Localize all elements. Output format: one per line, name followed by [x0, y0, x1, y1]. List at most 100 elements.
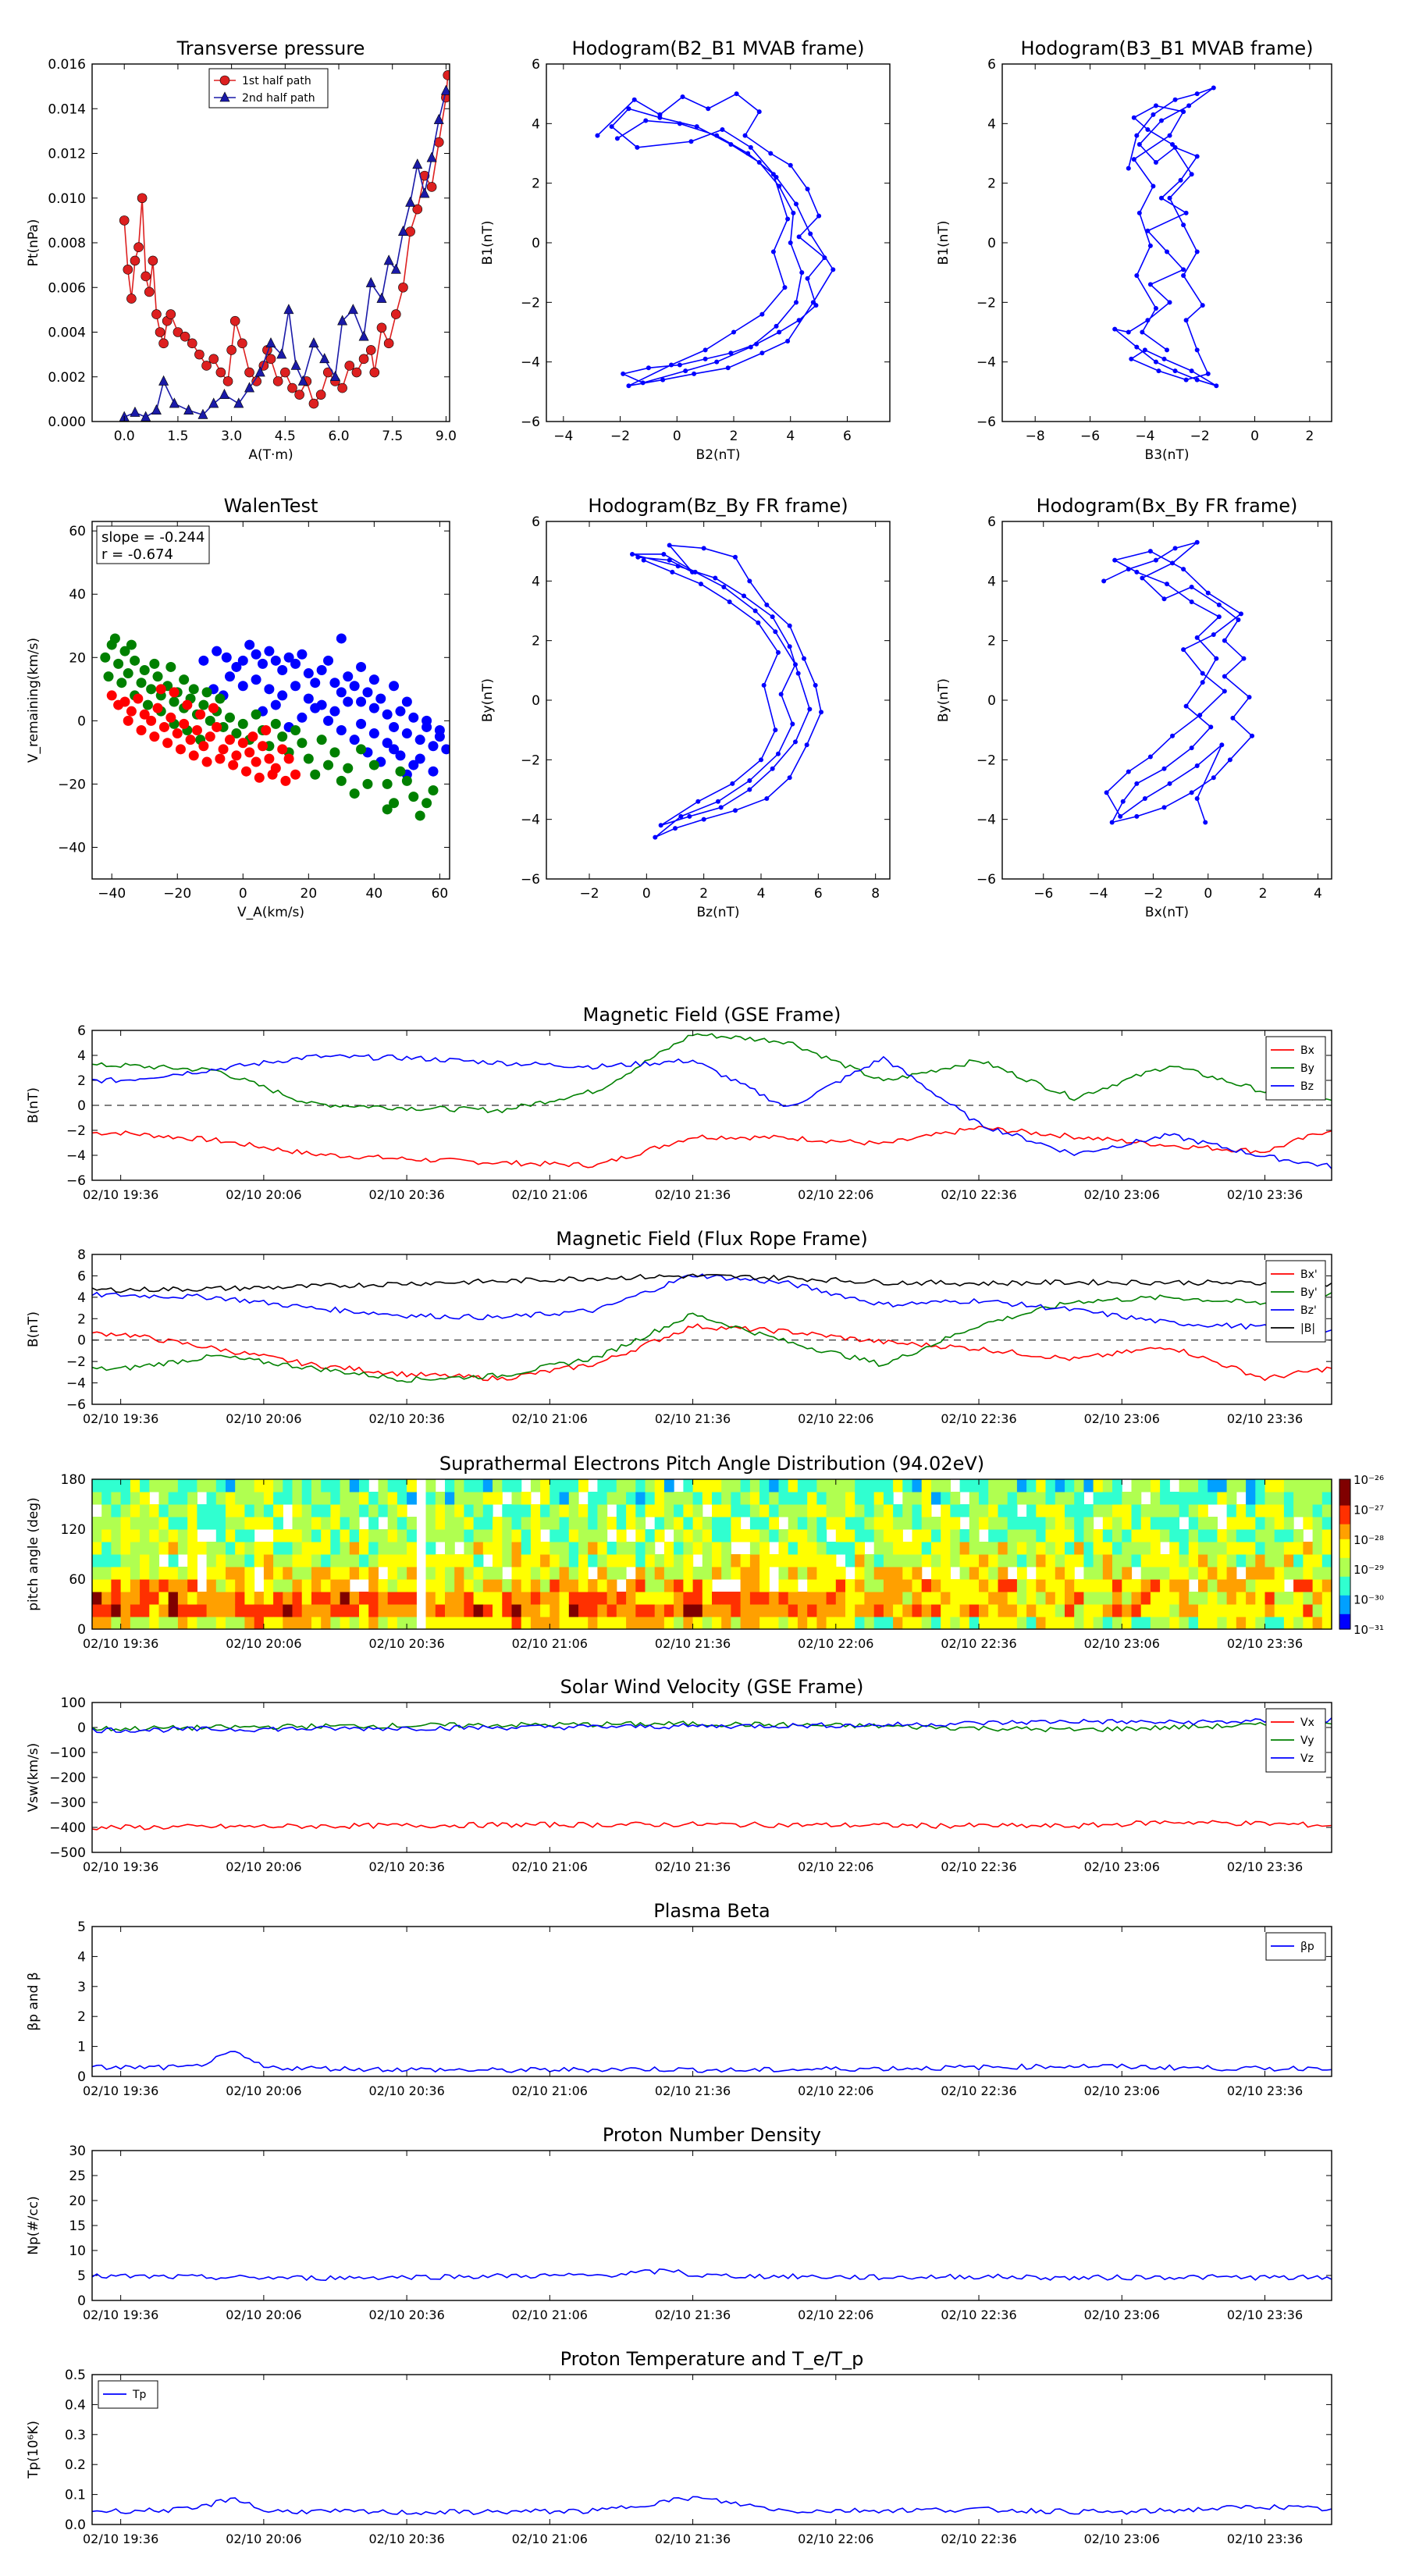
data-point [1170, 142, 1176, 148]
heatmap-cell [645, 1554, 656, 1567]
data-point [595, 133, 600, 138]
heatmap-cell [368, 1554, 379, 1567]
x-tick-label: −6 [1033, 886, 1053, 902]
heatmap-cell [969, 1579, 980, 1592]
heatmap-cell [1055, 1604, 1065, 1617]
heatmap-cell [1255, 1504, 1266, 1517]
data-point [788, 240, 793, 245]
heatmap-cell [1217, 1529, 1228, 1542]
heatmap-cell [435, 1504, 446, 1517]
heatmap-cell [873, 1542, 884, 1555]
heatmap-cell [1026, 1617, 1037, 1630]
heatmap-cell [1312, 1542, 1323, 1555]
heatmap-cell [797, 1567, 808, 1580]
heatmap-cell [397, 1579, 407, 1592]
heatmap-cell [387, 1529, 398, 1542]
heatmap-cell [226, 1617, 236, 1630]
colorbar-step [1339, 1565, 1350, 1570]
heatmap-cell [330, 1517, 341, 1530]
heatmap-cell [550, 1579, 560, 1592]
heatmap-cell [1083, 1504, 1094, 1517]
heatmap-cell [244, 1604, 255, 1617]
heatmap-cell [378, 1579, 389, 1592]
heatmap-cell [1236, 1529, 1247, 1542]
heatmap-cell [902, 1542, 913, 1555]
heatmap-cell [1045, 1604, 1056, 1617]
heatmap-cell [1036, 1504, 1047, 1517]
heatmap-cell [292, 1492, 303, 1505]
heatmap-cell [873, 1479, 884, 1493]
data-point [205, 731, 215, 742]
data-point [673, 826, 678, 831]
y-tick-label: −4 [66, 1376, 86, 1392]
heatmap-cell [301, 1492, 312, 1505]
colorbar-step [1339, 1621, 1350, 1626]
heatmap-cell [835, 1567, 846, 1580]
heatmap-cell [215, 1592, 226, 1605]
y-tick-label: −6 [976, 415, 996, 430]
data-point [201, 756, 212, 767]
x-tick-label: 02/10 23:36 [1227, 1859, 1303, 1874]
data-point [336, 687, 347, 698]
heatmap-cell [283, 1592, 293, 1605]
heatmap-cell [273, 1579, 283, 1592]
legend-label: 1st half path [242, 75, 311, 87]
data-point [319, 353, 330, 364]
heatmap-cell [1065, 1542, 1075, 1555]
data-point [1189, 600, 1194, 605]
x-tick-label: 02/10 19:36 [83, 2532, 158, 2546]
heatmap-cell [1016, 1567, 1027, 1580]
data-point [368, 760, 379, 770]
heatmap-cell [359, 1529, 369, 1542]
data-point [1145, 318, 1151, 323]
heatmap-cell [721, 1504, 731, 1517]
heatmap-cell [1283, 1529, 1294, 1542]
heatmap-cell [1122, 1542, 1133, 1555]
heatmap-cell [1283, 1617, 1294, 1630]
heatmap-cell [931, 1579, 941, 1592]
data-point [770, 172, 776, 177]
data-point [1112, 326, 1118, 332]
heatmap-cell [473, 1492, 484, 1505]
heatmap-cell [1217, 1554, 1228, 1567]
heatmap-cell [654, 1567, 665, 1580]
heatmap-cell [912, 1592, 923, 1605]
data-point [1205, 371, 1211, 376]
heatmap-cell [1188, 1617, 1199, 1630]
heatmap-cell [244, 1517, 255, 1530]
heatmap-cell [998, 1592, 1008, 1605]
series-line [92, 1033, 1332, 1114]
data-point [1183, 318, 1189, 323]
data-point [791, 210, 796, 215]
series-line [92, 1820, 1332, 1831]
heatmap-cell [1246, 1592, 1256, 1605]
heatmap-cell [797, 1542, 808, 1555]
heatmap-cell [1198, 1592, 1208, 1605]
heatmap-cell [663, 1592, 674, 1605]
heatmap-cell [1065, 1492, 1075, 1505]
heatmap-cell [473, 1592, 484, 1605]
heatmap-cell [454, 1529, 464, 1542]
x-tick-label: 02/10 20:06 [226, 2083, 301, 2098]
heatmap-cell [1150, 1542, 1161, 1555]
panel-title: Proton Number Density [603, 2124, 821, 2146]
data-point [365, 276, 376, 287]
data-point [770, 249, 776, 254]
heatmap-cell [263, 1617, 274, 1630]
x-tick-label: 0 [1250, 429, 1259, 444]
heatmap-cell [521, 1529, 532, 1542]
data-point [376, 292, 387, 303]
heatmap-cell [864, 1604, 875, 1617]
data-point [805, 187, 810, 192]
x-tick-label: 9.0 [436, 429, 457, 444]
x-tick-label: 02/10 21:06 [512, 2532, 588, 2546]
heatmap-cell [778, 1492, 789, 1505]
data-point [1194, 539, 1200, 545]
heatmap-cell [445, 1542, 455, 1555]
heatmap-cell [445, 1554, 455, 1567]
heatmap-cell [645, 1604, 656, 1617]
heatmap-cell [92, 1604, 102, 1617]
heatmap-cell [797, 1592, 808, 1605]
heatmap-cell [692, 1504, 703, 1517]
x-tick-label: 02/10 21:36 [655, 1411, 731, 1426]
